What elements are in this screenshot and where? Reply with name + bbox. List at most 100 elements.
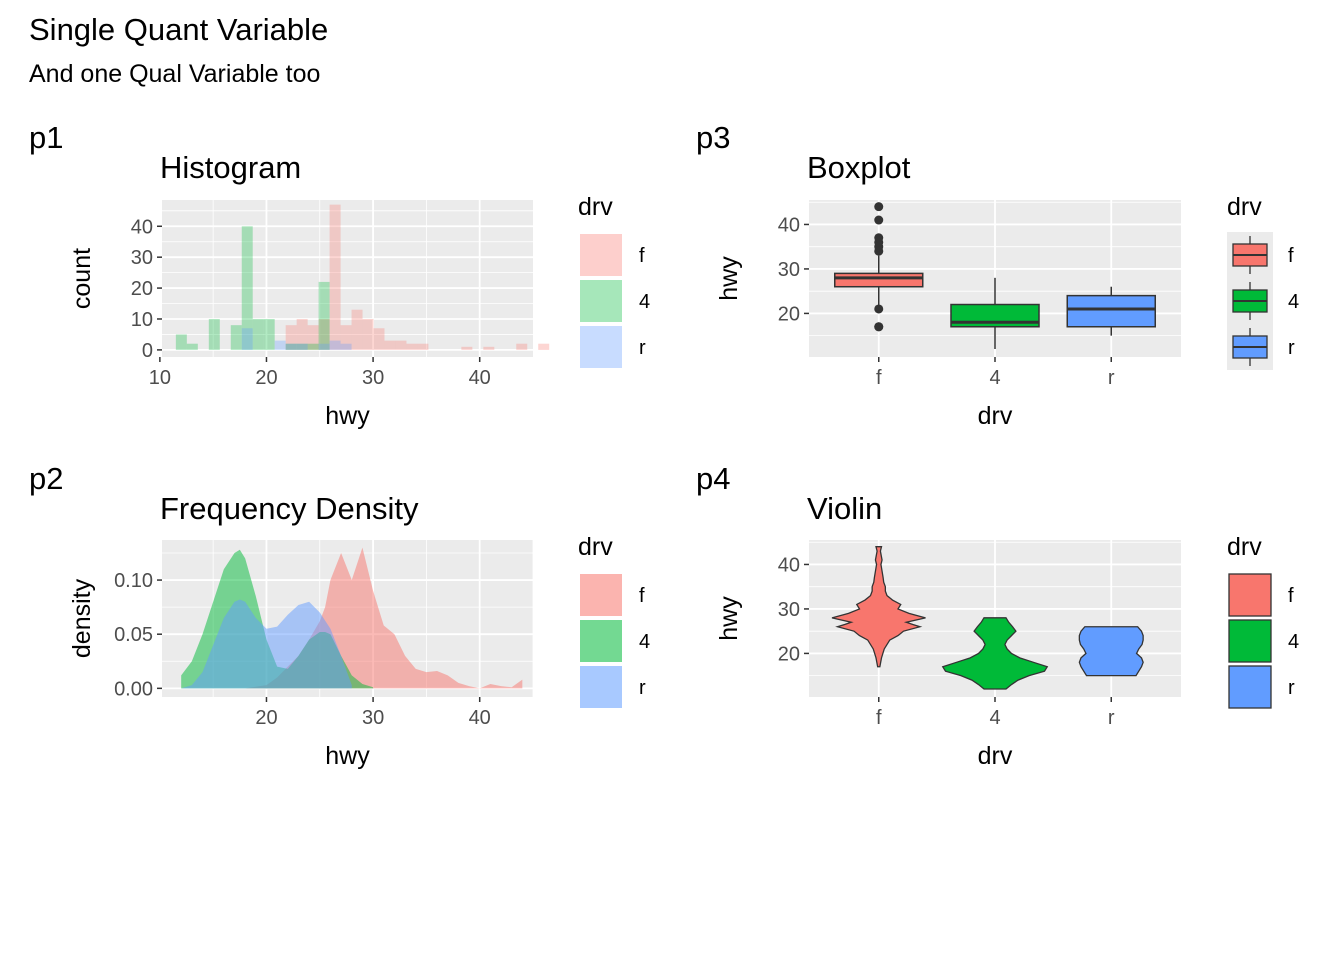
histogram-bar (417, 343, 429, 350)
page-title: Single Quant Variable (29, 12, 329, 47)
histogram-bar (186, 343, 198, 350)
plot-title: Frequency Density (160, 491, 419, 526)
density-area-f (181, 547, 523, 689)
histogram-bar (285, 343, 297, 350)
density-chart: 0.00 0.05 0.10 20 30 40 hwy density p2 Frequency … (29, 461, 650, 770)
histogram-bar (230, 325, 242, 350)
x-axis-title: drv (978, 742, 1013, 770)
legend-title: drv (1227, 533, 1262, 561)
histogram-bar (516, 343, 528, 350)
histogram-bar (318, 318, 330, 350)
histogram-bar (329, 204, 341, 350)
x-tick-label: 30 (362, 367, 384, 389)
histogram-bar (296, 343, 308, 350)
histogram-bar (373, 328, 385, 350)
series-r (241, 328, 352, 350)
violin-chart: 20 30 40 f 4 r drv hwy p4 Violin drv f 4 r (696, 461, 1299, 770)
x-axis-title: hwy (325, 402, 370, 430)
x-tick-label: 4 (989, 367, 1000, 389)
histogram-bar (285, 343, 297, 350)
density-area-r (181, 599, 352, 689)
legend-key-r (580, 666, 622, 708)
legend-label-r: r (1288, 677, 1295, 699)
box-outlier (874, 304, 884, 314)
legend-key-f (1228, 573, 1272, 617)
plot-title: Histogram (160, 150, 301, 185)
y-tick-label: 20 (778, 643, 800, 665)
legend-label-4: 4 (1288, 291, 1299, 313)
series-f (285, 204, 550, 350)
histogram-bar (252, 318, 264, 350)
plot-tag: p4 (696, 461, 730, 496)
legend-label-r: r (639, 337, 646, 359)
box-outlier (874, 233, 884, 243)
histogram-bar (340, 325, 352, 350)
legend-key-bg (578, 278, 624, 324)
legend-label-f: f (1288, 585, 1294, 607)
histogram-bar (461, 346, 473, 350)
y-tick-label: 30 (131, 247, 153, 269)
histogram-bar (395, 340, 407, 350)
histogram-bar (329, 340, 341, 350)
histogram-bar (318, 343, 330, 350)
legend-label-f: f (1288, 245, 1294, 267)
x-tick-label: 20 (255, 367, 277, 389)
page-subtitle: And one Qual Variable too (29, 60, 321, 88)
x-tick-label: f (876, 367, 882, 389)
histogram-bar (285, 325, 297, 350)
violin-r (1078, 626, 1144, 677)
x-tick-label: 20 (255, 707, 277, 729)
violin-f (831, 546, 926, 668)
legend-label-4: 4 (639, 631, 650, 653)
histogram-bar (263, 318, 275, 350)
y-tick-label: 0 (142, 340, 153, 362)
y-tick-label: 20 (131, 278, 153, 300)
legend-label-r: r (1288, 337, 1295, 359)
plot-tag: p3 (696, 120, 730, 155)
legend-title: drv (578, 533, 613, 561)
x-tick-label: 30 (362, 707, 384, 729)
legend-key-4 (580, 620, 622, 662)
x-tick-label: 40 (469, 707, 491, 729)
y-tick-label: 40 (778, 554, 800, 576)
box-outlier (874, 202, 884, 212)
legend-title: drv (1227, 193, 1262, 221)
x-tick-label: 4 (989, 707, 1000, 729)
histogram-bar (208, 318, 220, 350)
box-outlier (874, 215, 884, 225)
plot-tag: p2 (29, 461, 63, 496)
boxplot-chart: 20 30 40 f 4 r drv hwy p3 Boxplot drv f 4 r (696, 120, 1299, 430)
histogram-bar (340, 343, 352, 350)
legend-key-4 (580, 280, 622, 322)
histogram-bar (384, 340, 396, 350)
histogram-bar (307, 325, 319, 350)
histogram-bar (362, 318, 374, 350)
box-body (1066, 294, 1156, 328)
y-tick-label: 30 (778, 599, 800, 621)
legend-title: drv (578, 193, 613, 221)
y-tick-label: 30 (778, 259, 800, 281)
histogram-bar (175, 334, 187, 350)
legend-key-f (580, 234, 622, 276)
y-tick-label: 40 (131, 216, 153, 238)
x-tick-label: r (1108, 707, 1115, 729)
legend-key-f (580, 574, 622, 616)
box-f (834, 202, 924, 332)
x-tick-label: 40 (469, 367, 491, 389)
y-tick-label: 20 (778, 303, 800, 325)
histogram-bar (296, 318, 308, 350)
y-tick-label: 40 (778, 214, 800, 236)
x-tick-label: f (876, 707, 882, 729)
legend-label-f: f (639, 585, 645, 607)
y-axis-title: density (68, 578, 96, 658)
legend-label-4: 4 (639, 291, 650, 313)
y-tick-label: 0.10 (114, 570, 153, 592)
violin-4 (941, 617, 1049, 690)
histogram-bar (307, 343, 319, 350)
legend-key-4 (1228, 619, 1272, 663)
plot-tag: p1 (29, 120, 63, 155)
plot-title: Boxplot (807, 150, 911, 185)
histogram-bar (483, 346, 495, 350)
y-tick-label: 0.00 (114, 678, 153, 700)
